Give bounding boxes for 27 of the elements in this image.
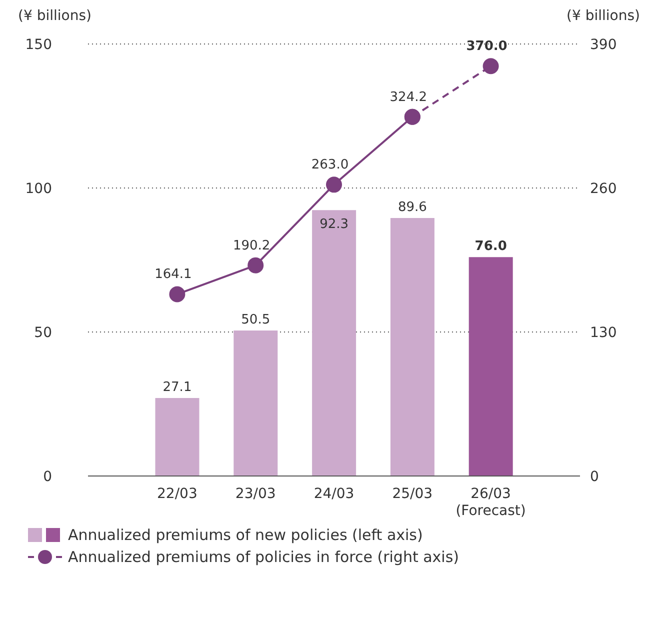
y2-tick-label: 390	[590, 36, 617, 53]
data-label: 190.2	[232, 238, 270, 254]
x-tick-label: 26/03 (Forecast)	[456, 486, 526, 519]
y-tick-label: 50	[34, 324, 52, 341]
data-label: 324.2	[390, 90, 428, 105]
y-tick-label: 0	[43, 468, 52, 485]
data-label: 50.5	[241, 312, 270, 328]
data-label: 92.3	[320, 217, 349, 232]
legend-label: Annualized premiums of policies in force (right axis)	[68, 547, 460, 568]
x-tick-label: 22/03	[157, 486, 198, 502]
data-label: 76.0	[474, 239, 507, 254]
data-label: 27.1	[162, 380, 192, 395]
y2-tick-label: 130	[590, 324, 617, 341]
data-label: 263.0	[311, 158, 349, 173]
x-tick-label: 25/03	[392, 486, 433, 502]
y2-tick-label: 0	[590, 468, 599, 485]
data-label: 164.1	[154, 267, 192, 282]
x-tick-label: 23/03	[235, 486, 276, 502]
y2-tick-label: 260	[590, 180, 617, 197]
y-tick-label: 100	[25, 180, 52, 197]
y-axis-title: (¥ billions)	[18, 8, 92, 24]
legend-label: Annualized premiums of new policies (left axis)	[68, 525, 423, 546]
data-label: 370.0	[466, 39, 508, 54]
y2-axis-title: (¥ billions)	[566, 8, 640, 24]
data-label: 89.6	[398, 200, 427, 215]
x-tick-label: 24/03	[314, 486, 354, 502]
y-tick-label: 150	[25, 36, 52, 53]
